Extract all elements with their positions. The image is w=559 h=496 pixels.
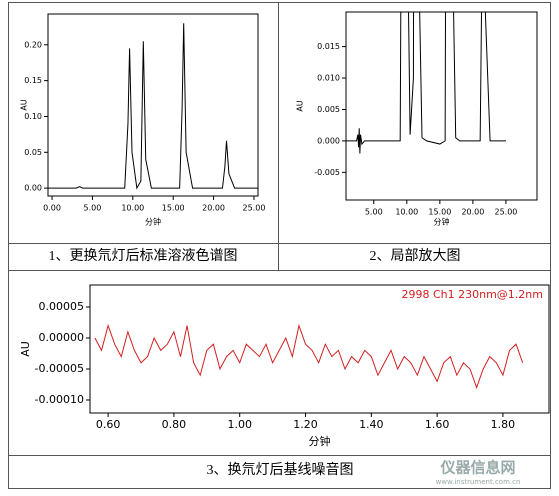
caption: 3、换氘灯后基线噪音图 [207, 461, 354, 478]
y-tick-label: 0.05 [24, 148, 42, 157]
y-axis-label: AU [20, 99, 29, 110]
x-tick-label: 0.60 [96, 418, 121, 431]
x-tick-label: 10.00 [121, 204, 144, 213]
x-axis-label: 分钟 [145, 217, 161, 227]
y-tick-label: 0.00 [24, 184, 42, 193]
x-tick-label: 5.00 [365, 208, 383, 217]
x-axis-label: 分钟 [309, 434, 331, 448]
trace [94, 323, 524, 390]
table-frame [8, 2, 551, 489]
y-tick-label: 0.00005 [39, 300, 85, 313]
x-tick-label: 5.00 [84, 204, 102, 213]
x-tick-label: 1.60 [425, 418, 450, 431]
plot-frame [47, 13, 259, 197]
y-tick-label: 0.15 [24, 76, 42, 85]
caption: 2、局部放大图 [370, 248, 461, 264]
y-tick-label: -0.00010 [35, 393, 84, 406]
y-tick-label: 0.20 [24, 40, 42, 49]
trace [48, 23, 258, 190]
x-tick-label: 20.00 [461, 208, 484, 217]
x-tick-label: 25.00 [494, 208, 517, 217]
y-tick-label: 0.10 [24, 112, 42, 121]
y-axis-label: AU [19, 341, 32, 357]
plot-frame [345, 11, 538, 201]
x-axis-label: 分钟 [434, 217, 450, 227]
x-tick-label: 1.40 [359, 418, 384, 431]
x-tick-label: 1.80 [491, 418, 516, 431]
y-tick-label: -0.00005 [35, 362, 84, 375]
watermark: 仪器信息网 [439, 459, 515, 477]
y-tick-label: 0.010 [317, 74, 340, 83]
x-tick-label: 10.00 [395, 208, 418, 217]
y-tick-label: 0.005 [317, 105, 340, 114]
y-tick-label: 0.000 [317, 136, 340, 145]
annotation: 2998 Ch1 230nm@1.2nm [401, 288, 543, 301]
x-tick-label: 0.00 [43, 204, 61, 213]
x-tick-label: 0.80 [162, 418, 187, 431]
trace [346, 12, 506, 154]
watermark-url: www.instrument.com.cn [436, 478, 521, 486]
plot-frame [89, 284, 550, 414]
y-tick-label: 0.00000 [39, 331, 85, 344]
x-tick-label: 1.00 [227, 418, 252, 431]
caption: 1、更换氘灯后标准溶液色谱图 [49, 247, 238, 264]
y-tick-label: -0.005 [314, 168, 340, 177]
y-tick-label: 0.015 [317, 42, 340, 51]
x-tick-label: 15.00 [428, 208, 451, 217]
x-tick-label: 1.20 [293, 418, 318, 431]
x-tick-label: 20.00 [202, 204, 225, 213]
y-axis-label: AU [296, 100, 305, 111]
x-tick-label: 15.00 [162, 204, 185, 213]
x-tick-label: 25.00 [243, 204, 266, 213]
